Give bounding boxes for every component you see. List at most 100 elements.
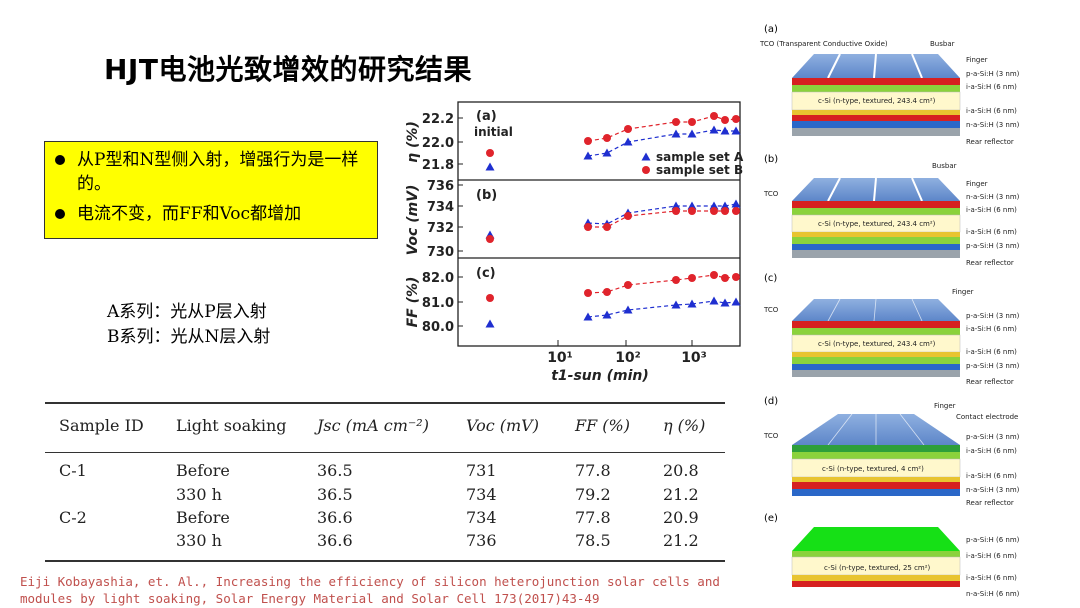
finding-item: 从P型和N型侧入射，增强行为是一样的。 (55, 148, 369, 196)
bullet-icon (55, 209, 65, 219)
layer-label: Busbar (930, 40, 955, 48)
layer-label: Rear reflector (966, 138, 1014, 146)
series-a-note: A系列：光从P层入射 (107, 302, 267, 322)
cell-diagram-a: (a) TCO (Transparent Conductive Oxide) B… (759, 24, 1020, 146)
panel-tag: (c) (476, 266, 496, 281)
layer-label: Busbar (932, 162, 957, 170)
layer-label: i-a-Si:H (6 nm) (966, 325, 1017, 333)
panel-tag: (a) (476, 109, 497, 124)
series-a-voc (485, 199, 741, 239)
finding-item: 电流不变，而FF和Voc都增加 (55, 202, 369, 226)
layer-label: c-Si (n-type, textured, 4 cm²) (822, 465, 924, 473)
table-cell: 20.9 (663, 508, 699, 527)
data-point (584, 289, 592, 297)
light-soaking-figure: 22.2 22.0 21.8 736 734 732 730 82.0 81.0… (405, 101, 744, 384)
column-header: Jsc (mA cm⁻²) (317, 416, 429, 435)
table-cell: 77.8 (575, 508, 611, 527)
layer-label: p-a-Si:H (3 nm) (966, 70, 1020, 78)
series-b-eta (486, 112, 740, 157)
layer-label: Rear reflector (966, 499, 1014, 507)
x-tick-label: 10¹ (547, 350, 573, 366)
layer-label: p-a-Si:H (3 nm) (966, 433, 1020, 441)
layer-label: p-a-Si:H (3 nm) (966, 242, 1020, 250)
table-rule (45, 560, 725, 562)
table-cell: Before (176, 461, 230, 480)
data-point (485, 162, 495, 171)
tick-label: 80.0 (422, 320, 454, 335)
series-a-ff (485, 296, 741, 328)
data-point (623, 137, 633, 146)
layer-label: TCO (763, 306, 779, 314)
cell-structure-diagrams: (a) TCO (Transparent Conductive Oxide) B… (759, 24, 1020, 598)
tick-label: 81.0 (422, 296, 454, 311)
data-point (486, 294, 494, 302)
cell-diagram-c: (c) Finger TCO p-a-Si:H (3 nm) i-a-Si:H … (763, 273, 1020, 386)
data-point (688, 118, 696, 126)
layer-label: p-a-Si:H (3 nm) (966, 312, 1020, 320)
data-point (709, 296, 719, 305)
tick-label: 730 (427, 245, 454, 260)
layer-label: i-a-Si:H (6 nm) (966, 348, 1017, 356)
slide-title: HJT电池光致增效的研究结果 (104, 53, 472, 86)
layer-label: n-a-Si:H (3 nm) (966, 193, 1020, 201)
axis-title: FF (%) (405, 277, 421, 328)
reference-citation: Eiji Kobayashia, et. Al., Increasing the… (20, 573, 720, 607)
data-point (720, 126, 730, 135)
data-point (732, 273, 740, 281)
series-b-voc (486, 207, 740, 243)
series-a-eta (485, 125, 741, 171)
table-cell: 21.2 (663, 485, 699, 504)
data-point (486, 235, 494, 243)
layer-label: c-Si (n-type, textured, 25 cm²) (824, 564, 931, 572)
data-point (603, 134, 611, 142)
data-point (710, 112, 718, 120)
layer-label: Finger (952, 288, 974, 296)
data-point (624, 125, 632, 133)
table-cell: 77.8 (575, 461, 611, 480)
diagram-tag: (d) (764, 396, 778, 407)
data-point (672, 276, 680, 284)
citation-line: Eiji Kobayashia, et. Al., Increasing the… (20, 574, 720, 589)
data-point (624, 212, 632, 220)
column-header: Sample ID (59, 416, 144, 435)
diagram-tag: (e) (764, 513, 778, 524)
layer-label: TCO (Transparent Conductive Oxide) (759, 40, 888, 48)
table-rule (45, 402, 725, 404)
initial-label: initial (474, 125, 513, 139)
tick-label: 734 (427, 200, 454, 215)
layer-label: i-a-Si:H (6 nm) (966, 206, 1017, 214)
data-point (731, 297, 741, 306)
data-point (584, 137, 592, 145)
table-cell: 21.2 (663, 531, 699, 550)
layer-label: i-a-Si:H (6 nm) (966, 574, 1017, 582)
layer-label: TCO (763, 190, 779, 198)
table-cell: 78.5 (575, 531, 611, 550)
series-b-ff (486, 271, 740, 302)
table-cell: 79.2 (575, 485, 611, 504)
diagram-tag: (c) (764, 273, 777, 284)
data-point (710, 271, 718, 279)
data-point (721, 207, 729, 215)
data-point (584, 223, 592, 231)
layer-label: n-a-Si:H (3 nm) (966, 486, 1020, 494)
layer-label: Finger (934, 402, 956, 410)
column-header: FF (%) (575, 416, 630, 435)
panel-tag: (b) (476, 188, 497, 203)
data-point (709, 125, 719, 134)
tick-label: 82.0 (422, 271, 454, 286)
table-cell: 734 (466, 485, 497, 504)
layer-label: p-a-Si:H (3 nm) (966, 362, 1020, 370)
data-point (672, 207, 680, 215)
layer-label: Rear reflector (966, 259, 1014, 267)
key-findings-box: 从P型和N型侧入射，增强行为是一样的。 电流不变，而FF和Voc都增加 (44, 141, 378, 239)
column-header: Voc (mV) (466, 416, 539, 435)
bullet-icon (55, 155, 65, 165)
finding-text: 电流不变，而FF和Voc都增加 (77, 204, 302, 224)
data-point (603, 288, 611, 296)
layer-label: n-a-Si:H (6 nm) (966, 590, 1020, 598)
layer-label: c-Si (n-type, textured, 243.4 cm²) (818, 220, 936, 228)
layer-label: i-a-Si:H (6 nm) (966, 107, 1017, 115)
cell-diagram-d: (d) Finger Contact electrode TCO p-a-Si:… (763, 396, 1020, 507)
legend-label: sample set B (656, 163, 743, 177)
data-point (602, 148, 612, 157)
